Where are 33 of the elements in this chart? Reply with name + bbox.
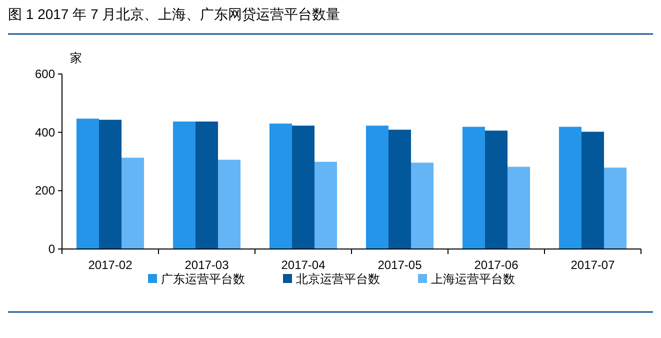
bar (508, 166, 530, 249)
bar (269, 124, 292, 249)
bar (195, 122, 218, 249)
bar (76, 118, 99, 249)
bar (484, 130, 508, 249)
y-tick-label: 600 (34, 67, 56, 81)
bar (172, 122, 196, 249)
legend-label: 北京运营平台数 (296, 272, 380, 286)
bar (122, 158, 144, 249)
x-tick-label: 2017-07 (570, 258, 616, 272)
bar (314, 162, 338, 249)
y-tick-label: 0 (48, 242, 56, 256)
x-tick-label: 2017-04 (281, 258, 326, 272)
bar (462, 126, 485, 249)
x-tick-label: 2017-06 (474, 258, 519, 272)
x-tick-label: 2017-02 (88, 258, 133, 272)
legend-label: 上海运营平台数 (431, 272, 515, 286)
bar (604, 168, 627, 249)
bar (218, 160, 241, 249)
x-tick-label: 2017-03 (184, 258, 230, 272)
chart-title: 图 1 2017 年 7 月北京、上海、广东网贷运营平台数量 (8, 6, 340, 22)
bar (366, 126, 388, 249)
bar (388, 130, 412, 249)
legend-label: 广东运营平台数 (161, 272, 245, 286)
y-axis-title: 家 (70, 51, 82, 65)
x-tick-label: 2017-05 (378, 258, 422, 272)
y-tick-label: 200 (34, 184, 56, 198)
bar (98, 120, 122, 249)
bar (292, 126, 315, 249)
bar (558, 126, 582, 249)
bar (411, 162, 434, 249)
bar (581, 132, 604, 249)
y-tick-label: 400 (34, 125, 56, 140)
